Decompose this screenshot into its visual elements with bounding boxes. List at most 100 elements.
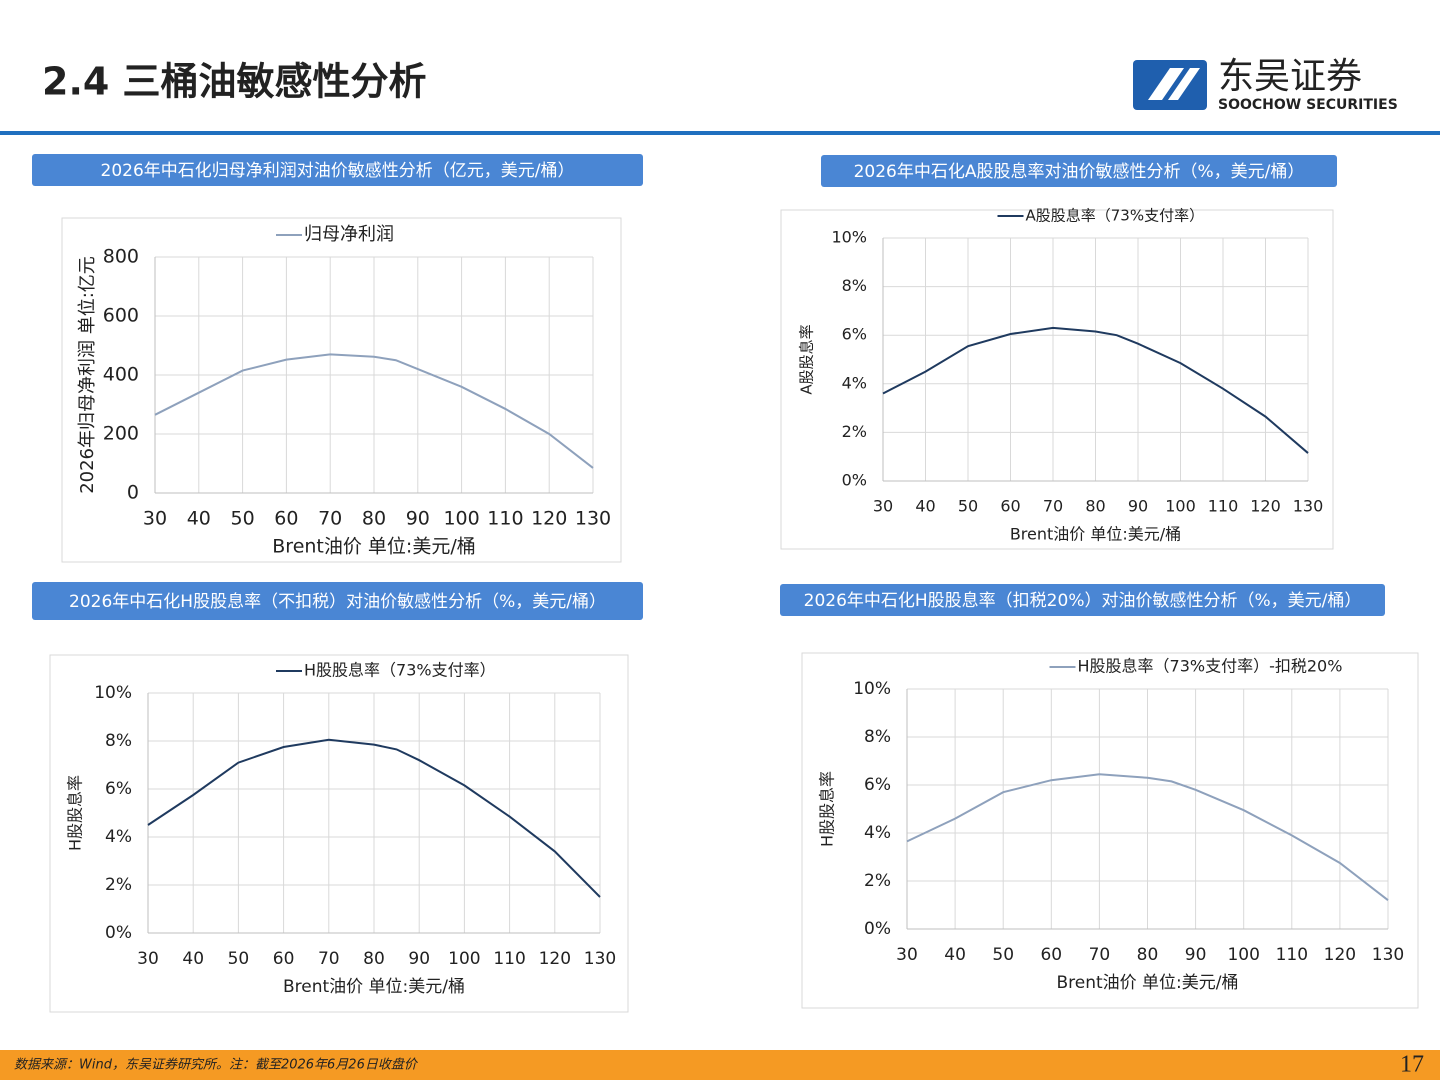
x-tick-label: 60 [273, 949, 295, 969]
x-tick-label: 120 [539, 949, 571, 969]
footer-note: 数据来源：Wind，东吴证券研究所。注：截至2026年6月26日收盘价 [14, 1057, 419, 1073]
y-tick-label: 4% [105, 827, 132, 847]
y-tick-label: 4% [864, 823, 891, 843]
x-tick-label: 70 [318, 508, 342, 530]
page-number: 17 [1400, 1052, 1424, 1078]
x-tick-label: 120 [531, 508, 567, 530]
y-tick-label: 6% [842, 325, 867, 344]
x-tick-label: 90 [1185, 945, 1207, 965]
y-tick-label: 4% [842, 373, 867, 392]
chart-panel [801, 652, 1419, 1009]
page-title: 2.4 三桶油敏感性分析 [42, 60, 427, 104]
section-bar [821, 155, 1337, 187]
y-tick-label: 8% [105, 731, 132, 751]
logo: 东吴证券 SOOCHOW SECURITIES [1133, 56, 1398, 113]
x-tick-label: 70 [1043, 497, 1063, 516]
x-tick-label: 30 [137, 949, 159, 969]
legend-label: H股股息率（73%支付率） [304, 661, 496, 680]
x-tick-label: 30 [873, 497, 893, 516]
x-tick-label: 110 [493, 949, 525, 969]
y-axis-label: A股股息率 [798, 324, 816, 394]
data-line [882, 326, 1309, 454]
chart-panel [780, 209, 1334, 550]
x-axis-label: Brent油价 单位:美元/桶 [1010, 525, 1181, 544]
y-tick-label: 8% [842, 276, 867, 295]
legend-label: 归母净利润 [304, 224, 394, 245]
x-tick-label: 130 [584, 949, 616, 969]
x-tick-label: 130 [1372, 945, 1404, 965]
y-tick-label: 0% [105, 923, 132, 943]
x-tick-label: 30 [896, 945, 918, 965]
x-tick-label: 100 [443, 508, 479, 530]
legend-label: H股股息率（73%支付率）-扣税20% [1078, 657, 1343, 676]
y-tick-label: 400 [103, 364, 139, 386]
x-tick-label: 40 [182, 949, 204, 969]
x-tick-label: 40 [915, 497, 935, 516]
chart-panel [61, 217, 622, 563]
x-tick-label: 80 [1137, 945, 1159, 965]
x-axis-label: Brent油价 单位:美元/桶 [283, 977, 465, 997]
x-tick-label: 50 [958, 497, 978, 516]
logo-en: SOOCHOW SECURITIES [1218, 97, 1398, 113]
x-tick-label: 110 [1208, 497, 1239, 516]
x-tick-label: 120 [1250, 497, 1281, 516]
chart-panel [49, 654, 629, 1013]
y-tick-label: 6% [864, 775, 891, 795]
chart-title: 2026年中石化H股股息率（不扣税）对油价敏感性分析（%，美元/桶） [69, 592, 606, 612]
logo-cn: 东吴证券 [1218, 56, 1362, 97]
y-tick-label: 0% [864, 919, 891, 939]
logo-mark [1148, 68, 1200, 100]
footer-bar [0, 1050, 1440, 1080]
x-tick-label: 80 [363, 949, 385, 969]
chart-title: 2026年中石化H股股息率（扣税20%）对油价敏感性分析（%，美元/桶） [804, 591, 1362, 611]
x-tick-label: 40 [944, 945, 966, 965]
x-tick-label: 90 [406, 508, 430, 530]
data-line [154, 353, 594, 469]
section-bar [32, 154, 643, 186]
chart-title: 2026年中石化A股股息率对油价敏感性分析（%，美元/桶） [854, 162, 1305, 182]
y-tick-label: 0 [127, 482, 139, 504]
y-axis-label: 2026年归母净利润 单位:亿元 [77, 256, 98, 494]
chart-title: 2026年中石化归母净利润对油价敏感性分析（亿元，美元/桶） [101, 161, 575, 181]
x-tick-label: 70 [318, 949, 340, 969]
x-tick-label: 100 [1165, 497, 1196, 516]
x-axis-label: Brent油价 单位:美元/桶 [1056, 973, 1238, 993]
x-tick-label: 90 [1128, 497, 1148, 516]
data-line [906, 773, 1389, 901]
y-tick-label: 0% [842, 471, 867, 490]
y-tick-label: 6% [105, 779, 132, 799]
x-tick-label: 100 [448, 949, 480, 969]
y-tick-label: 2% [864, 871, 891, 891]
x-tick-label: 50 [231, 508, 255, 530]
x-tick-label: 50 [228, 949, 250, 969]
x-tick-label: 60 [274, 508, 298, 530]
section-bar [780, 584, 1385, 616]
x-tick-label: 60 [1000, 497, 1020, 516]
x-tick-label: 40 [187, 508, 211, 530]
x-tick-label: 70 [1089, 945, 1111, 965]
x-tick-label: 130 [1293, 497, 1324, 516]
y-axis-label: H股股息率 [818, 771, 837, 847]
x-tick-label: 60 [1040, 945, 1062, 965]
y-tick-label: 600 [103, 305, 139, 327]
x-tick-label: 110 [487, 508, 523, 530]
y-axis-label: H股股息率 [66, 775, 85, 851]
y-tick-label: 800 [103, 246, 139, 268]
data-line [147, 738, 601, 898]
x-tick-label: 80 [1085, 497, 1105, 516]
legend-label: A股股息率（73%支付率） [1026, 207, 1205, 225]
x-tick-label: 120 [1324, 945, 1356, 965]
x-tick-label: 110 [1276, 945, 1308, 965]
y-tick-label: 200 [103, 423, 139, 445]
x-tick-label: 90 [408, 949, 430, 969]
y-tick-label: 10% [94, 683, 132, 703]
x-tick-label: 130 [575, 508, 611, 530]
y-tick-label: 2% [842, 422, 867, 441]
header-rule [0, 131, 1440, 135]
x-tick-label: 80 [362, 508, 386, 530]
x-axis-label: Brent油价 单位:美元/桶 [272, 536, 475, 558]
x-tick-label: 100 [1227, 945, 1259, 965]
y-tick-label: 2% [105, 875, 132, 895]
section-bar [32, 582, 643, 620]
